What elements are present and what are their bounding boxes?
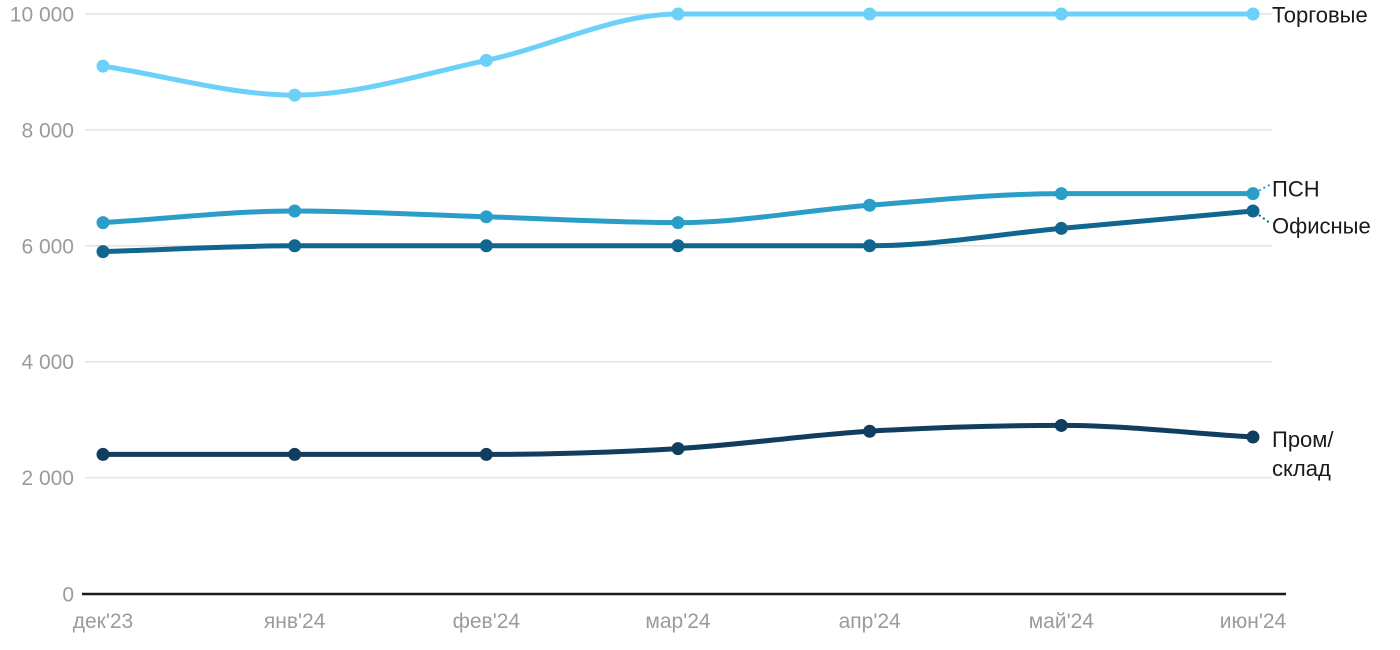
series-point-prom-sklad-июн'24 [1246,430,1260,444]
series-point-prom-sklad-янв'24 [288,447,302,461]
series-label-leader-psn [1258,183,1271,192]
series-point-torgovye-июн'24 [1246,7,1260,21]
series-point-torgovye-мар'24 [671,7,685,21]
series-label-leader-ofisnye [1258,214,1271,224]
series-point-psn-янв'24 [288,204,302,218]
x-axis-tick-label: апр'24 [839,610,901,633]
series-point-psn-дек'23 [96,216,110,230]
y-axis-tick-label: 8 000 [21,119,74,142]
x-axis-tick-label: май'24 [1029,610,1095,633]
series-point-psn-апр'24 [863,198,877,212]
series-point-psn-мар'24 [671,216,685,230]
series-point-prom-sklad-апр'24 [863,424,877,438]
series-label-text: Торговые [1272,2,1368,28]
series-point-psn-фев'24 [479,210,493,224]
series-point-ofisnye-апр'24 [863,239,877,253]
series-point-prom-sklad-май'24 [1054,418,1068,432]
series-label-text: ПСН [1272,176,1320,202]
series-point-prom-sklad-фев'24 [479,447,493,461]
series-label-torgovye: Торговые [1272,1,1368,30]
series-point-prom-sklad-дек'23 [96,447,110,461]
y-axis-tick-label: 6 000 [21,235,74,258]
series-point-ofisnye-мар'24 [671,239,685,253]
series-point-psn-май'24 [1054,187,1068,201]
series-point-prom-sklad-мар'24 [671,442,685,456]
series-label-text: Офисные [1272,213,1371,239]
series-point-ofisnye-май'24 [1054,221,1068,235]
x-axis-tick-label: дек'23 [73,610,134,633]
series-point-torgovye-фев'24 [479,53,493,67]
series-label-ofisnye: Офисные [1272,212,1371,241]
series-point-torgovye-янв'24 [288,88,302,102]
y-axis-tick-label: 4 000 [21,351,74,374]
x-axis-tick-label: июн'24 [1220,610,1287,633]
series-point-ofisnye-дек'23 [96,245,110,259]
series-point-ofisnye-янв'24 [288,239,302,253]
y-axis-tick-label: 10 000 [10,4,74,27]
x-axis-tick-label: фев'24 [453,610,521,633]
series-point-torgovye-дек'23 [96,59,110,73]
series-line-torgovye [100,11,1256,98]
x-axis-tick-label: янв'24 [264,610,326,633]
series-point-torgovye-апр'24 [863,7,877,21]
series-point-psn-июн'24 [1246,187,1260,201]
series-point-torgovye-май'24 [1054,7,1068,21]
series-point-ofisnye-июн'24 [1246,204,1260,218]
series-point-ofisnye-фев'24 [479,239,493,253]
y-axis-tick-label: 2 000 [21,467,74,490]
series-label-prom-sklad: Пром/ склад [1272,425,1334,483]
x-axis-tick-label: мар'24 [645,610,710,633]
series-label-psn: ПСН [1272,175,1320,204]
series-label-text-line1: Пром/ [1272,427,1334,452]
series-label-text-line2: склад [1272,456,1331,481]
y-axis-tick-label: 0 [62,584,74,607]
